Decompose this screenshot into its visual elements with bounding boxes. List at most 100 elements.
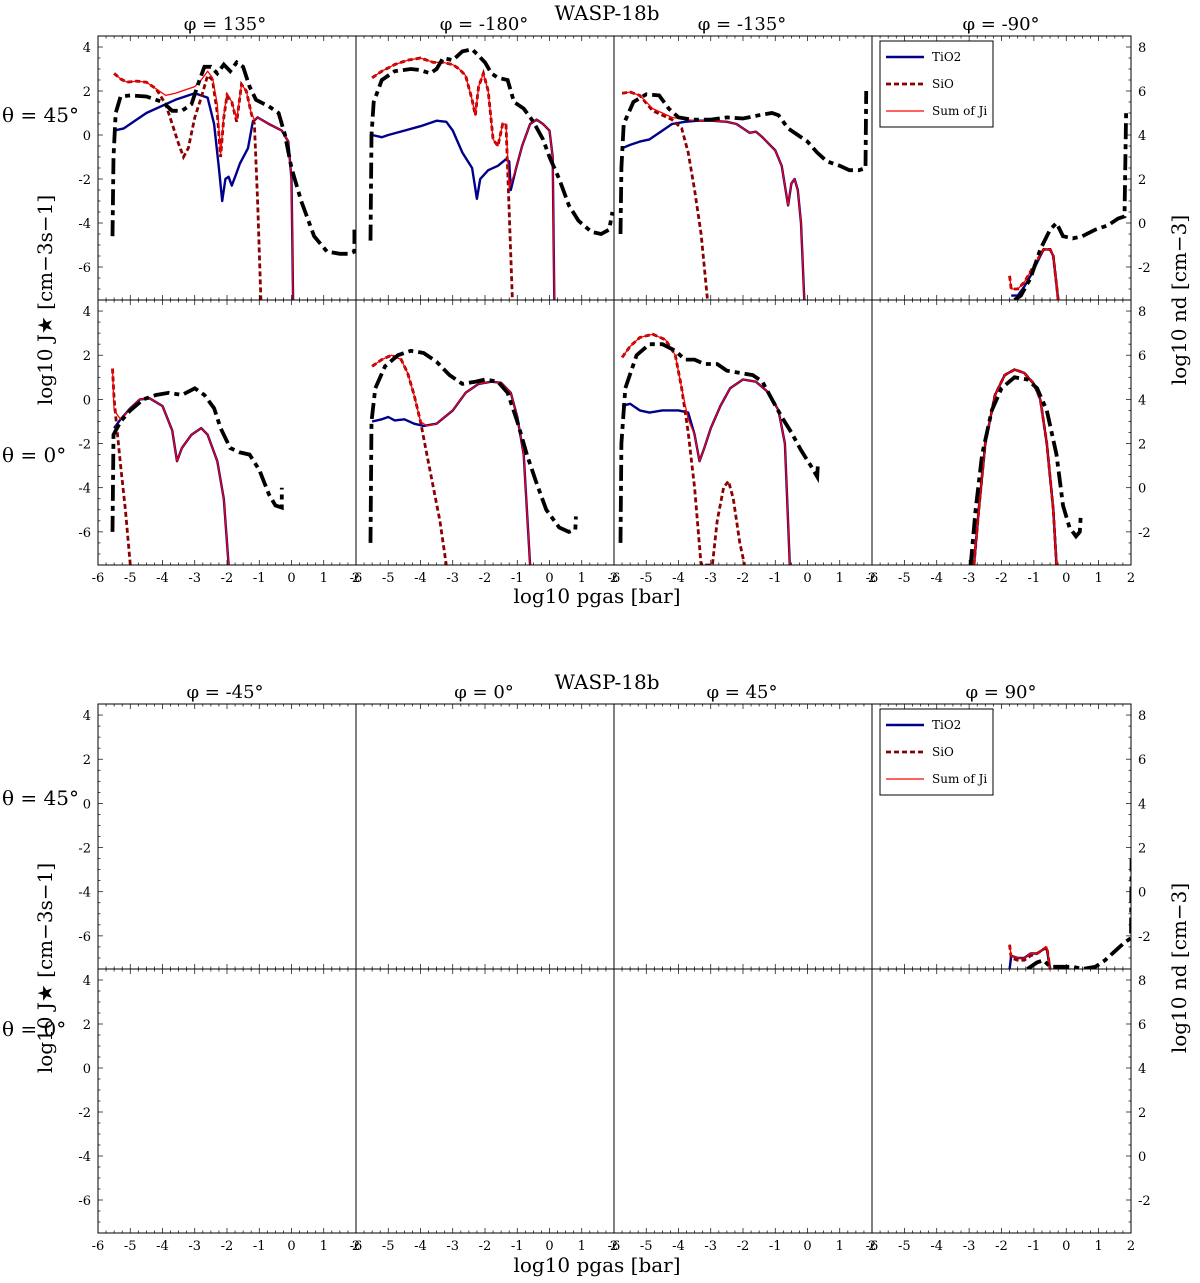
x-tick-label: -6 xyxy=(92,1239,105,1254)
y-tick-label-left: 4 xyxy=(83,41,91,56)
x-tick-label: -6 xyxy=(608,571,621,586)
panel-r1-c1: -6 -4 -2 0 2 4 xyxy=(78,35,357,301)
x-tick-label: 0 xyxy=(1062,1239,1070,1254)
y-tick-label-left: -4 xyxy=(78,482,91,497)
panel-frame xyxy=(613,35,873,301)
y-tick-label-right: 4 xyxy=(1138,129,1146,144)
series-line-sum xyxy=(1008,944,1051,969)
panel-curves xyxy=(368,348,578,565)
y-tick-label-left: 2 xyxy=(83,753,91,768)
y-tick-label-right: 4 xyxy=(1138,797,1146,812)
legend-label: TiO2 xyxy=(932,718,961,732)
x-tick-label: -3 xyxy=(446,1239,459,1254)
y-tick-label-left: 2 xyxy=(83,85,91,100)
series-line-tio2 xyxy=(113,92,295,300)
row-label-1: θ = 45° xyxy=(2,786,79,810)
series-line-nd xyxy=(968,375,1083,565)
y-axis-label-left: log10 J★ [cm−3s−1] xyxy=(33,195,57,405)
x-tick-label: -6 xyxy=(350,1239,363,1254)
series-line-tio2 xyxy=(371,118,556,300)
panel-curves xyxy=(1008,858,1131,969)
column-title-1: φ = 135° xyxy=(184,14,267,35)
panel-frame xyxy=(355,35,615,301)
panel-curves xyxy=(1008,112,1128,300)
series-line-tio2 xyxy=(113,397,230,565)
panel-curves xyxy=(110,59,356,300)
x-tick-label: -1 xyxy=(253,1239,266,1254)
series-line-nd xyxy=(1026,858,1131,969)
x-tick-label: -1 xyxy=(1028,1239,1041,1254)
figure-bottom: WASP-18b φ = -45° φ = 0° φ = 45° φ = 90°… xyxy=(2,670,1191,1277)
x-tick-label: -2 xyxy=(479,571,492,586)
x-tick-label: 1 xyxy=(836,1239,844,1254)
series-line-nd xyxy=(618,90,869,235)
panel-frame xyxy=(613,968,873,1234)
y-tick-label-right: 8 xyxy=(1138,709,1146,724)
x-tick-label: 0 xyxy=(287,1239,295,1254)
series-line-nd xyxy=(110,59,356,256)
panel-r1-c1: -6 -4 -2 0 2 4 xyxy=(78,703,357,970)
y-tick-label-left: -2 xyxy=(78,842,91,857)
column-title-3: φ = -135° xyxy=(698,14,787,35)
panel-frame xyxy=(613,703,873,970)
x-tick-label: -2 xyxy=(737,571,750,586)
x-tick-label: 0 xyxy=(1062,571,1070,586)
y-tick-label-left: 0 xyxy=(83,1062,91,1077)
series-line-sum xyxy=(371,354,531,565)
legend-label: SiO xyxy=(932,77,954,91)
panel-curves xyxy=(368,47,614,300)
y-tick-label-right: 8 xyxy=(1138,41,1146,56)
x-tick-label: -4 xyxy=(156,1239,169,1254)
y-tick-label-right: 6 xyxy=(1138,753,1146,768)
series-line-sio xyxy=(371,353,448,565)
panel-r2-c1: -6 -4 -2 0 2 4 -6 -5 -4 -3 -2 -1 0 1 2 xyxy=(78,968,360,1254)
y-tick-label-right: 2 xyxy=(1138,173,1146,188)
x-tick-label: 0 xyxy=(803,571,811,586)
series-line-tio2 xyxy=(1011,248,1060,300)
x-tick-label: -4 xyxy=(672,1239,685,1254)
x-tick-label: -1 xyxy=(511,1239,524,1254)
figure-top: WASP-18b φ = 135° φ = -180° φ = -135° φ … xyxy=(2,1,1191,608)
x-tick-label: -2 xyxy=(995,1239,1008,1254)
y-tick-label-left: 0 xyxy=(83,393,91,408)
x-tick-label: -3 xyxy=(704,571,717,586)
y-tick-label-right: 2 xyxy=(1138,438,1146,453)
series-line-sio xyxy=(972,368,1058,565)
y-tick-label-right: 8 xyxy=(1138,974,1146,989)
y-tick-label-right: 4 xyxy=(1138,393,1146,408)
x-axis-label: log10 pgas [bar] xyxy=(513,584,680,608)
x-tick-label: -2 xyxy=(479,1239,492,1254)
x-tick-label: 2 xyxy=(352,571,360,586)
x-tick-label: -1 xyxy=(769,1239,782,1254)
panel-r2-c3: -6 -5 -4 -3 -2 -1 0 1 2 xyxy=(608,299,876,586)
row-label-2: θ = 0° xyxy=(2,1017,66,1041)
x-tick-label: 2 xyxy=(1127,1239,1135,1254)
x-tick-label: -5 xyxy=(640,571,653,586)
x-tick-label: 2 xyxy=(610,571,618,586)
x-tick-label: 1 xyxy=(320,571,328,586)
column-title-2: φ = 0° xyxy=(454,682,514,703)
x-tick-label: 1 xyxy=(836,571,844,586)
y-tick-label-right: -2 xyxy=(1138,1194,1151,1209)
y-tick-label-left: 0 xyxy=(83,797,91,812)
x-tick-label: -4 xyxy=(156,571,169,586)
series-line-nd xyxy=(368,47,614,241)
row-label-2: θ = 0° xyxy=(2,443,66,467)
x-tick-label: -3 xyxy=(963,571,976,586)
panel-r2-c3: -6 -5 -4 -3 -2 -1 0 1 2 xyxy=(608,968,876,1254)
y-tick-label-left: 4 xyxy=(83,974,91,989)
x-tick-label: -6 xyxy=(608,1239,621,1254)
y-tick-label-left: 4 xyxy=(83,305,91,320)
panel-r1-c2 xyxy=(355,703,615,970)
series-line-sio xyxy=(111,368,132,565)
series-line-tio2 xyxy=(972,368,1058,565)
panel-r2-c4: -2 0 2 4 6 8 -6 -5 -4 -3 -2 -1 0 1 2 xyxy=(866,968,1151,1254)
series-line-sum xyxy=(113,70,294,300)
panel-curves xyxy=(618,90,869,300)
y-tick-label-left: -2 xyxy=(78,1106,91,1121)
series-line-tio2 xyxy=(621,378,791,565)
panel-frame xyxy=(871,968,1132,1234)
x-tick-label: -4 xyxy=(930,571,943,586)
x-tick-label: -1 xyxy=(769,571,782,586)
x-tick-label: -4 xyxy=(672,571,685,586)
